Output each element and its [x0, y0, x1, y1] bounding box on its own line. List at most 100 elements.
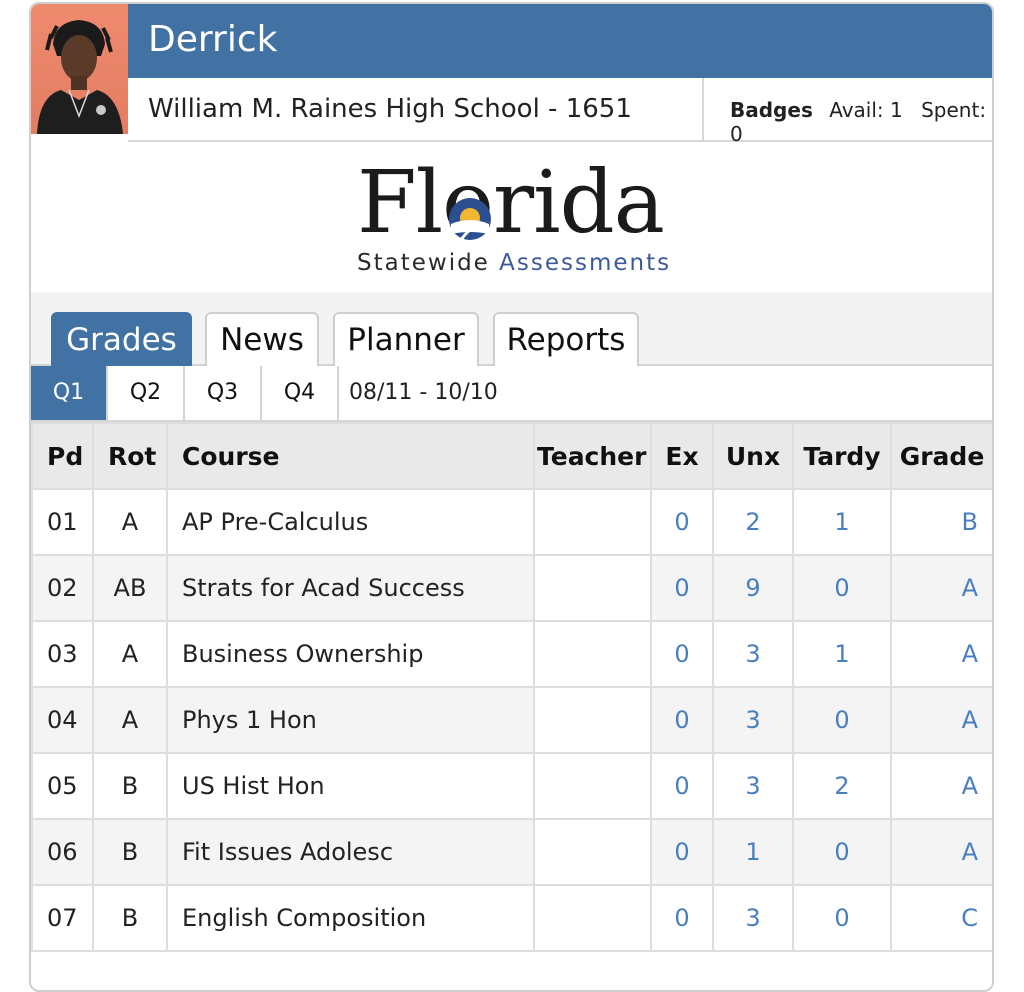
cell-course: Business Ownership	[166, 620, 535, 688]
school-name: William M. Raines High School - 1651	[148, 94, 632, 124]
cell-rot: B	[92, 818, 168, 886]
header-tardy[interactable]: Tardy	[792, 422, 892, 490]
quarter-selector: Q1 Q2 Q3 Q4 08/11 - 10/10	[31, 366, 992, 422]
cell-grade[interactable]: A	[890, 620, 992, 688]
header-course[interactable]: Course	[166, 422, 535, 490]
table-row: 06 B Fit Issues Adolesc 0 1 0 A	[31, 818, 992, 886]
cell-teacher	[533, 884, 652, 952]
cell-teacher	[533, 686, 652, 754]
grades-table: Pd Rot Course Teacher Ex Unx Tardy Grade…	[31, 422, 992, 952]
date-range: 08/11 - 10/10	[349, 380, 498, 405]
logo-sub-accent: Assessments	[499, 250, 672, 276]
cell-rot: A	[92, 488, 168, 556]
badges-spent: Spent: 0	[730, 98, 987, 146]
quarter-q2[interactable]: Q2	[108, 366, 185, 420]
badges-summary[interactable]: Badges Avail: 1 Spent: 0	[702, 78, 992, 146]
cell-grade[interactable]: C	[890, 884, 992, 952]
table-header-row: Pd Rot Course Teacher Ex Unx Tardy Grade	[31, 422, 992, 490]
cell-teacher	[533, 488, 652, 556]
fsa-logo: Florida Statewide Assessments	[31, 142, 992, 292]
cell-excused[interactable]: 0	[650, 620, 714, 688]
cell-rot: B	[92, 752, 168, 820]
cell-pd: 01	[31, 488, 94, 556]
cell-tardy[interactable]: 1	[792, 620, 892, 688]
cell-excused[interactable]: 0	[650, 884, 714, 952]
cell-unexcused[interactable]: 9	[712, 554, 794, 622]
cell-pd: 07	[31, 884, 94, 952]
tab-planner[interactable]: Planner	[333, 312, 479, 366]
tab-reports[interactable]: Reports	[493, 312, 639, 366]
header-unx[interactable]: Unx	[712, 422, 794, 490]
header-rot[interactable]: Rot	[92, 422, 168, 490]
cell-excused[interactable]: 0	[650, 686, 714, 754]
cell-unexcused[interactable]: 3	[712, 686, 794, 754]
cell-pd: 02	[31, 554, 94, 622]
cell-unexcused[interactable]: 3	[712, 884, 794, 952]
cell-grade[interactable]: A	[890, 818, 992, 886]
cell-excused[interactable]: 0	[650, 818, 714, 886]
cell-excused[interactable]: 0	[650, 488, 714, 556]
badges-available: Avail: 1	[829, 98, 903, 122]
cell-excused[interactable]: 0	[650, 752, 714, 820]
cell-tardy[interactable]: 0	[792, 554, 892, 622]
table-row: 01 A AP Pre-Calculus 0 2 1 B	[31, 488, 992, 556]
avatar-icon	[37, 20, 123, 134]
cell-rot: A	[92, 620, 168, 688]
cell-unexcused[interactable]: 3	[712, 752, 794, 820]
cell-pd: 06	[31, 818, 94, 886]
student-name: Derrick	[148, 19, 278, 60]
cell-tardy[interactable]: 1	[792, 488, 892, 556]
cell-excused[interactable]: 0	[650, 554, 714, 622]
cell-tardy[interactable]: 0	[792, 884, 892, 952]
cell-course: US Hist Hon	[166, 752, 535, 820]
badges-label: Badges	[730, 98, 813, 122]
cell-grade[interactable]: A	[890, 686, 992, 754]
cell-grade[interactable]: A	[890, 752, 992, 820]
header-ex[interactable]: Ex	[650, 422, 714, 490]
cell-teacher	[533, 752, 652, 820]
cell-unexcused[interactable]: 2	[712, 488, 794, 556]
cell-course: Phys 1 Hon	[166, 686, 535, 754]
cell-unexcused[interactable]: 1	[712, 818, 794, 886]
cell-course: AP Pre-Calculus	[166, 488, 535, 556]
student-panel: Derrick William M. Raines High School - …	[29, 2, 994, 992]
cell-course: Fit Issues Adolesc	[166, 818, 535, 886]
cell-grade[interactable]: B	[890, 488, 992, 556]
cell-pd: 03	[31, 620, 94, 688]
cell-tardy[interactable]: 0	[792, 686, 892, 754]
cell-unexcused[interactable]: 3	[712, 620, 794, 688]
school-row: William M. Raines High School - 1651 Bad…	[128, 78, 992, 146]
cell-grade[interactable]: A	[890, 554, 992, 622]
table-row: 02 AB Strats for Acad Success 0 9 0 A	[31, 554, 992, 622]
cell-course: Strats for Acad Success	[166, 554, 535, 622]
tab-grades[interactable]: Grades	[51, 312, 192, 366]
cell-teacher	[533, 554, 652, 622]
cell-rot: B	[92, 884, 168, 952]
header-bar: Derrick	[128, 4, 992, 78]
cell-pd: 05	[31, 752, 94, 820]
quarter-q1[interactable]: Q1	[31, 366, 108, 420]
sun-emblem-icon	[449, 198, 491, 241]
logo-word: Florida	[357, 153, 665, 253]
table-row: 07 B English Composition 0 3 0 C	[31, 884, 992, 952]
header-grade[interactable]: Grade	[890, 422, 992, 490]
quarter-q4[interactable]: Q4	[262, 366, 339, 420]
cell-teacher	[533, 818, 652, 886]
cell-rot: AB	[92, 554, 168, 622]
cell-course: English Composition	[166, 884, 535, 952]
cell-teacher	[533, 620, 652, 688]
quarter-q3[interactable]: Q3	[185, 366, 262, 420]
table-row: 03 A Business Ownership 0 3 1 A	[31, 620, 992, 688]
table-row: 04 A Phys 1 Hon 0 3 0 A	[31, 686, 992, 754]
logo-subtitle: Statewide Assessments	[357, 250, 671, 276]
logo-sub-prefix: Statewide	[357, 250, 490, 276]
student-photo	[31, 4, 128, 134]
header-teacher[interactable]: Teacher	[533, 422, 652, 490]
cell-rot: A	[92, 686, 168, 754]
cell-tardy[interactable]: 2	[792, 752, 892, 820]
header-pd[interactable]: Pd	[31, 422, 94, 490]
main-tabs: Grades News Planner Reports	[31, 292, 992, 366]
tab-news[interactable]: News	[205, 312, 319, 366]
cell-tardy[interactable]: 0	[792, 818, 892, 886]
table-row: 05 B US Hist Hon 0 3 2 A	[31, 752, 992, 820]
